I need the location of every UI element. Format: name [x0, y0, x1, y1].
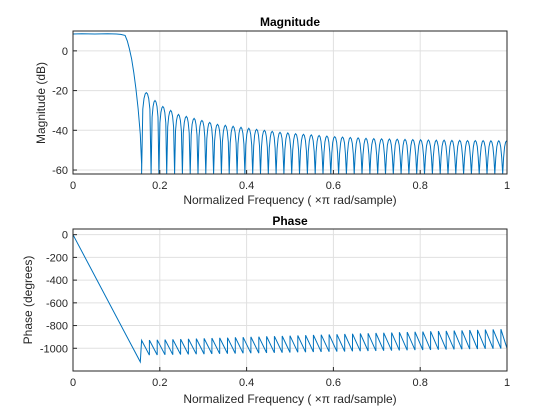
magnitude-ylabel: Magnitude (dB) — [34, 62, 48, 144]
magnitude-series-line — [72, 33, 508, 175]
magnitude-tick-labels: 0 0.2 0.4 0.6 0.8 1 0 -20 -40 -60 — [52, 46, 510, 192]
magnitude-xlabel: Normalized Frequency ( ×π rad/sample) — [183, 193, 396, 207]
phase-xlabel: Normalized Frequency ( ×π rad/sample) — [183, 392, 396, 406]
magnitude-plot-area — [72, 30, 508, 175]
phase-xtick-label: 0.6 — [326, 377, 341, 389]
phase-ylabel: Phase (degrees) — [21, 256, 35, 345]
phase-tick-labels: 0 0.2 0.4 0.6 0.8 1 0 -200 -400 -600 -800 -1000 — [40, 230, 510, 389]
magnitude-xtick-label: 0 — [70, 180, 76, 192]
magnitude-axes-frame — [72, 30, 508, 175]
phase-ytick-label: -200 — [46, 252, 68, 264]
phase-ytick-label: -800 — [46, 321, 68, 333]
magnitude-xtick-label: 0.4 — [239, 180, 254, 192]
magnitude-xtick-label: 0.8 — [413, 180, 428, 192]
magnitude-ytick-label: 0 — [62, 46, 68, 58]
phase-ytick-label: -1000 — [40, 343, 68, 355]
magnitude-ytick-label: -40 — [52, 125, 68, 137]
magnitude-xtick-label: 0.6 — [326, 180, 341, 192]
phase-xtick-label: 0.2 — [152, 377, 167, 389]
phase-xtick-label: 0 — [70, 377, 76, 389]
magnitude-ytick-label: -20 — [52, 86, 68, 98]
phase-xtick-label: 0.4 — [239, 377, 254, 389]
phase-title: Phase — [272, 214, 308, 228]
magnitude-xtick-label: 0.2 — [152, 180, 167, 192]
magnitude-ytick-label: -60 — [52, 165, 68, 177]
magnitude-title: Magnitude — [260, 15, 320, 29]
phase-xtick-label: 0.8 — [413, 377, 428, 389]
phase-ytick-label: -400 — [46, 275, 68, 287]
phase-ytick-label: -600 — [46, 298, 68, 310]
magnitude-xtick-label: 1 — [504, 180, 510, 192]
phase-ytick-label: 0 — [62, 230, 68, 242]
magnitude-axes: 0 0.2 0.4 0.6 0.8 1 0 -20 -40 -60 Magnitude Norma… — [34, 15, 510, 207]
phase-axes-frame — [72, 228, 508, 372]
phase-xtick-label: 1 — [504, 377, 510, 389]
phase-series-line — [72, 234, 508, 364]
phase-axes: 0 0.2 0.4 0.6 0.8 1 0 -200 -400 -600 -800 -1000 Pha… — [21, 214, 510, 406]
